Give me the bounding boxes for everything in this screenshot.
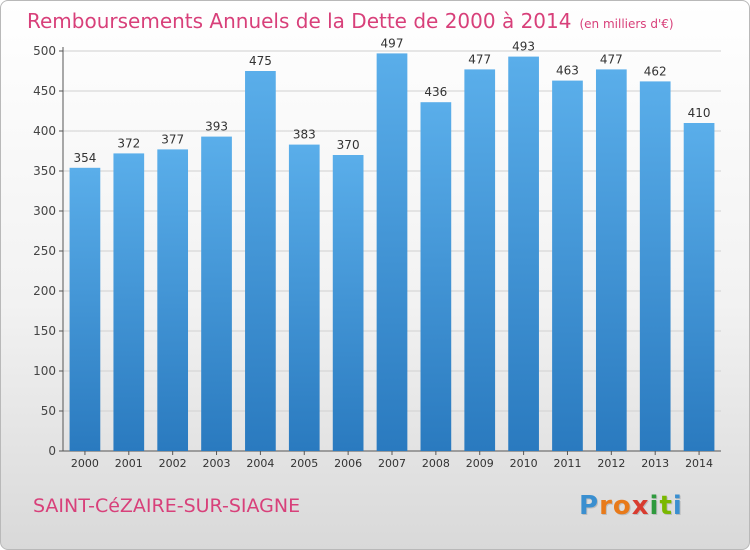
y-tick-label: 0 <box>48 444 56 458</box>
x-tick-label-2014: 2014 <box>685 457 713 470</box>
x-tick-label-2008: 2008 <box>422 457 450 470</box>
chart-title: Remboursements Annuels de la Dette de 20… <box>27 9 674 33</box>
data-label-2002: 377 <box>161 132 184 146</box>
bar-2003 <box>201 136 232 451</box>
data-labels: 354 372 377 393 475 383 370 497 436 477 493 463 477 4… <box>73 36 710 164</box>
proxiti-logo: Proxiti <box>579 491 683 521</box>
chart-title-text: Remboursements Annuels de la Dette de 20… <box>27 9 572 33</box>
y-tick-label: 300 <box>33 204 56 218</box>
y-tick-label: 500 <box>33 44 56 58</box>
data-label-2009: 477 <box>468 52 491 66</box>
bar-2013 <box>639 81 671 452</box>
bar-2009 <box>464 69 496 452</box>
data-label-2007: 497 <box>381 36 404 50</box>
data-label-2014: 410 <box>688 106 711 120</box>
bars <box>69 53 715 452</box>
chart-subtitle: (en milliers d'€) <box>579 17 674 31</box>
y-tick-label: 350 <box>33 164 56 178</box>
bar-2000 <box>69 167 101 452</box>
x-tick-label-2000: 2000 <box>71 457 99 470</box>
x-tick-label-2002: 2002 <box>159 457 187 470</box>
x-tick-label-2007: 2007 <box>378 457 406 470</box>
data-label-2011: 463 <box>556 64 579 78</box>
x-tick-label-2005: 2005 <box>290 457 318 470</box>
data-label-2008: 436 <box>424 85 447 99</box>
x-tick-label-2012: 2012 <box>597 457 625 470</box>
logo-letter: o <box>612 491 632 521</box>
logo-letter: P <box>579 491 600 521</box>
x-tick-label-2001: 2001 <box>115 457 143 470</box>
bar-2001 <box>113 153 145 451</box>
bar-2012 <box>595 69 627 452</box>
data-label-2000: 354 <box>73 151 96 165</box>
data-label-2010: 493 <box>512 40 535 54</box>
y-tick-label: 400 <box>33 124 56 138</box>
data-label-2013: 462 <box>644 64 667 78</box>
logo-letter: x <box>631 491 650 521</box>
data-label-2004: 475 <box>249 54 272 68</box>
bar-2006 <box>332 155 364 451</box>
x-tick-label-2011: 2011 <box>553 457 581 470</box>
y-tick-label: 250 <box>33 244 56 258</box>
x-tick-label-2010: 2010 <box>510 457 538 470</box>
bar-2010 <box>508 56 539 451</box>
y-tick-label: 50 <box>41 404 56 418</box>
logo-letter: r <box>599 491 613 521</box>
data-label-2003: 393 <box>205 120 228 134</box>
x-tick-label-2009: 2009 <box>466 457 494 470</box>
y-tick-label: 200 <box>33 284 56 298</box>
x-tick-label-2006: 2006 <box>334 457 362 470</box>
y-tick-label: 100 <box>33 364 56 378</box>
y-tick-label: 450 <box>33 84 56 98</box>
bar-2002 <box>157 149 189 451</box>
x-tick-label-2003: 2003 <box>203 457 231 470</box>
bar-2004 <box>245 71 276 451</box>
logo-letter: i <box>649 491 660 521</box>
x-tick-label-2013: 2013 <box>641 457 669 470</box>
town-name: SAINT-CéZAIRE-SUR-SIAGNE <box>33 495 301 517</box>
bar-2011 <box>552 80 583 451</box>
bar-2014 <box>683 123 715 451</box>
logo-letter: t <box>659 491 673 521</box>
logo-letter: i <box>672 491 683 521</box>
x-tick-label-2004: 2004 <box>246 457 274 470</box>
data-label-2012: 477 <box>600 52 623 66</box>
data-label-2006: 370 <box>337 138 360 152</box>
bar-2007 <box>376 53 408 452</box>
data-label-2005: 383 <box>293 128 316 142</box>
data-label-2001: 372 <box>117 136 140 150</box>
bar-2008 <box>420 102 452 451</box>
bar-2005 <box>288 144 320 451</box>
y-tick-label: 150 <box>33 324 56 338</box>
